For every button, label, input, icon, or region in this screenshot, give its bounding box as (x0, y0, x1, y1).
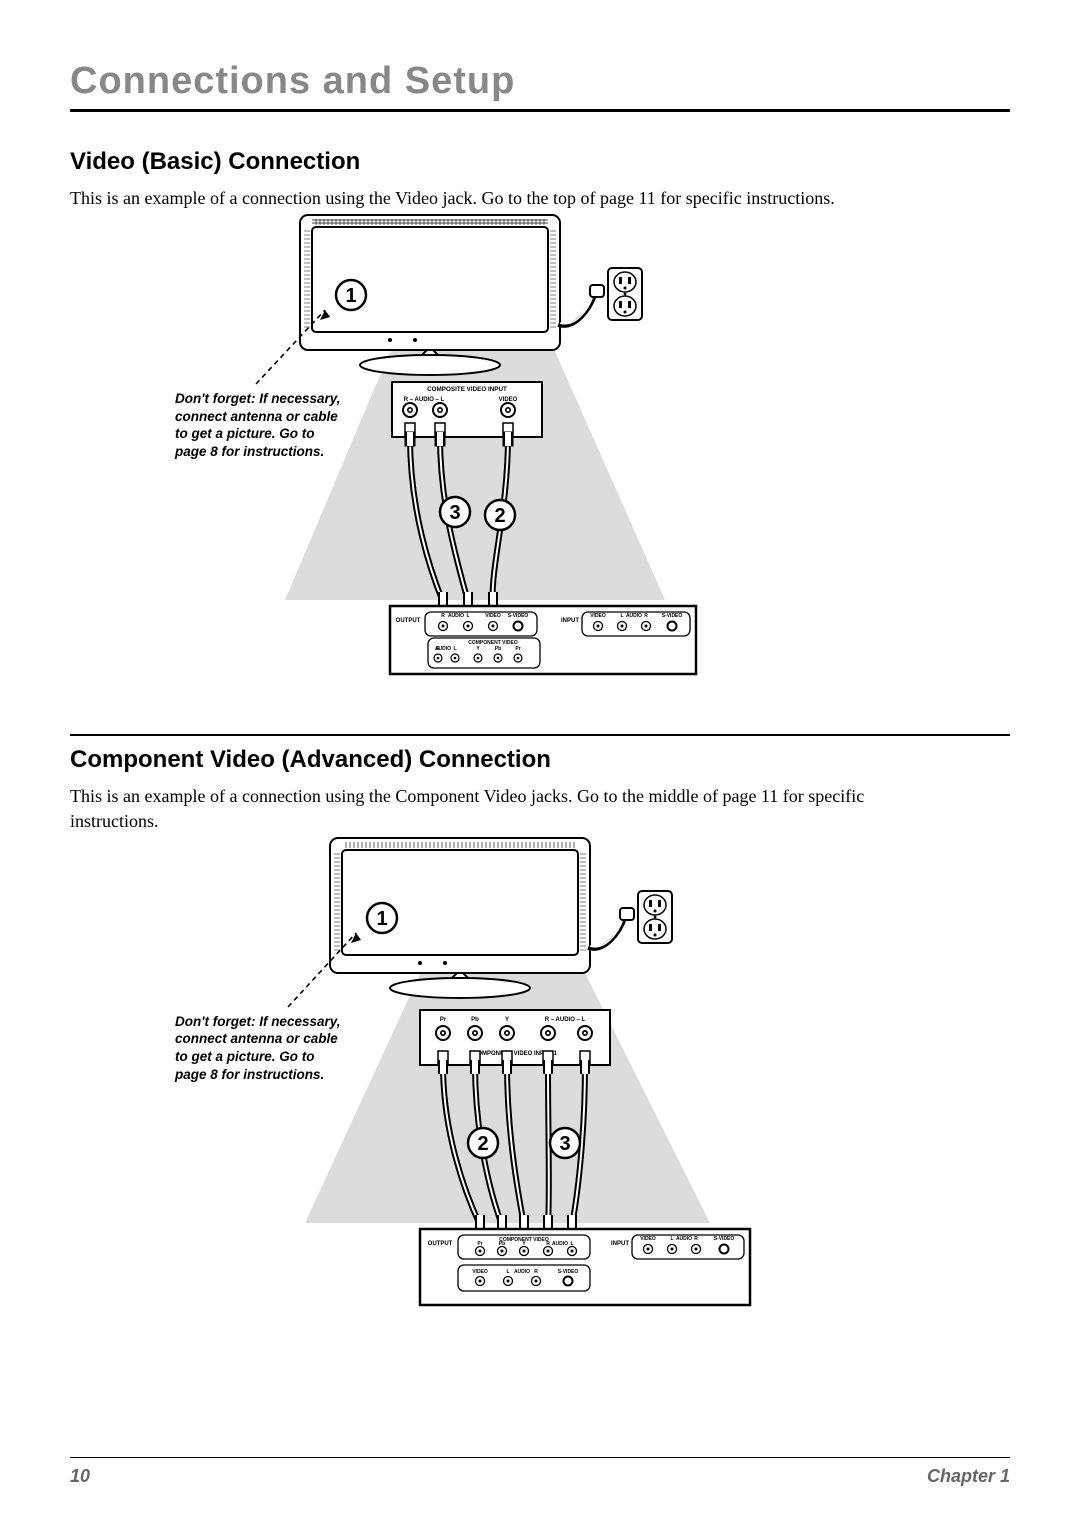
svg-text:1: 1 (376, 908, 387, 930)
svg-text:AUDIO: AUDIO (552, 1241, 568, 1247)
svg-text:Pb: Pb (495, 646, 501, 652)
svg-text:Pr: Pr (477, 1241, 482, 1247)
svg-text:R: R (436, 646, 440, 652)
svg-text:Pr: Pr (440, 1017, 447, 1023)
beam (285, 340, 665, 600)
svg-text:AUDIO: AUDIO (514, 1269, 530, 1275)
svg-text:Pb: Pb (499, 1241, 505, 1247)
svg-text:S-VIDEO: S-VIDEO (714, 1236, 735, 1242)
svg-text:L: L (570, 1241, 573, 1247)
svg-text:R: R (441, 613, 445, 619)
panel-label: COMPOSITE VIDEO INPUT (427, 386, 507, 393)
svg-text:S-VIDEO: S-VIDEO (508, 613, 529, 619)
outlet-icon (638, 891, 672, 943)
divider (70, 734, 1010, 736)
svg-text:2: 2 (494, 505, 505, 527)
svg-text:VIDEO: VIDEO (472, 1269, 488, 1275)
svg-text:1: 1 (345, 285, 356, 307)
svg-text:AUDIO: AUDIO (676, 1236, 692, 1242)
svg-text:Y: Y (505, 1017, 509, 1023)
outlet-icon (608, 268, 642, 320)
svg-text:3: 3 (559, 1133, 570, 1155)
svg-text:L: L (506, 1269, 509, 1275)
callout-3: 3 (550, 1128, 580, 1158)
callout-3: 3 (440, 497, 470, 527)
device-icon: OUTPUT COMPONENT VIDEO Pr Pb Y R AUDIO (420, 1229, 750, 1305)
svg-text:INPUT: INPUT (561, 618, 579, 624)
section-body-advanced: This is an example of a connection using… (70, 784, 890, 833)
svg-text:VIDEO: VIDEO (485, 613, 501, 619)
svg-text:R: R (534, 1269, 538, 1275)
svg-text:L: L (620, 613, 623, 619)
svg-text:R – AUDIO – L: R – AUDIO – L (545, 1017, 586, 1023)
svg-text:R: R (546, 1241, 550, 1247)
diagram-advanced: Don't forget: If necessary, connect ante… (70, 833, 1010, 1343)
page-number: 10 (70, 1466, 90, 1487)
svg-text:VIDEO: VIDEO (640, 1236, 656, 1242)
callout-1: 1 (336, 280, 366, 310)
section-body-basic: This is an example of a connection using… (70, 186, 890, 210)
svg-text:S-VIDEO: S-VIDEO (558, 1269, 579, 1275)
section-title-advanced: Component Video (Advanced) Connection (70, 746, 1010, 774)
svg-text:Pb: Pb (471, 1017, 479, 1023)
footer: 10 Chapter 1 (70, 1457, 1010, 1487)
svg-text:R: R (694, 1236, 698, 1242)
section-title-basic: Video (Basic) Connection (70, 148, 1010, 176)
svg-text:OUTPUT: OUTPUT (396, 618, 421, 624)
section-advanced: Component Video (Advanced) Connection Th… (70, 746, 1010, 1343)
svg-text:OUTPUT: OUTPUT (428, 1241, 453, 1247)
tv-back-panel: COMPOSITE VIDEO INPUT R – AUDIO – L VIDE… (392, 382, 542, 437)
section-basic: Video (Basic) Connection This is an exam… (70, 148, 1010, 710)
chapter-label: Chapter 1 (927, 1466, 1010, 1487)
svg-text:AUDIO: AUDIO (626, 613, 642, 619)
callout-2: 2 (485, 500, 515, 530)
tv-back-panel: Pr Pb Y R – AUDIO – L COMPONENT VIDEO IN… (420, 1010, 610, 1065)
svg-text:L: L (670, 1236, 673, 1242)
page-title: Connections and Setup (70, 60, 1010, 112)
svg-text:L: L (466, 613, 469, 619)
callout-2: 2 (468, 1128, 498, 1158)
svg-text:INPUT: INPUT (611, 1241, 629, 1247)
callout-1: 1 (367, 903, 397, 933)
svg-text:Pr: Pr (515, 646, 520, 652)
svg-text:L: L (453, 646, 456, 652)
svg-text:2: 2 (477, 1133, 488, 1155)
svg-text:VIDEO: VIDEO (590, 613, 606, 619)
svg-text:R: R (644, 613, 648, 619)
svg-text:AUDIO: AUDIO (448, 613, 464, 619)
svg-text:S-VIDEO: S-VIDEO (662, 613, 683, 619)
device-icon: OUTPUT R AUDIO L VIDEO S-VIDEO COMPONENT… (390, 606, 696, 674)
svg-text:3: 3 (449, 502, 460, 524)
diagram-basic: Don't forget: If necessary, connect ante… (70, 210, 1010, 710)
